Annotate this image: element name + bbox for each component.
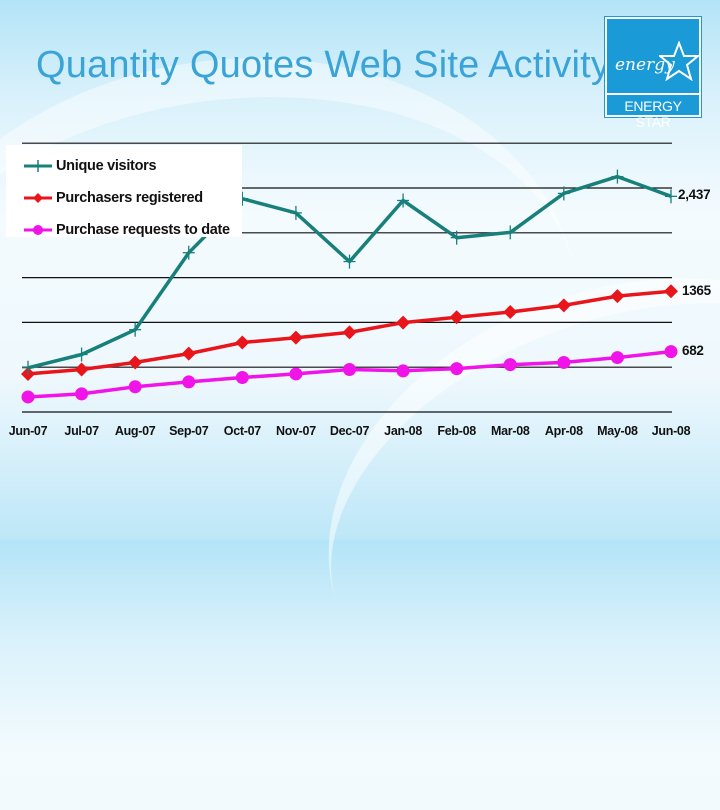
x-axis-label: May-08 (597, 424, 638, 438)
x-axis-label: Oct-07 (223, 424, 261, 438)
plus-icon (24, 160, 52, 172)
diamond-marker (342, 325, 357, 340)
x-axis-label: Jan-08 (384, 424, 422, 438)
x-axis-label: Nov-07 (275, 424, 316, 438)
legend-panel (6, 145, 242, 237)
x-axis-label: Apr-08 (544, 424, 583, 438)
circle-marker (396, 364, 410, 378)
x-axis-label: Jun-07 (8, 424, 48, 438)
star-icon (659, 41, 699, 81)
diamond-marker (288, 330, 303, 345)
x-axis-label: Sep-07 (169, 424, 209, 438)
diamond-marker (503, 305, 518, 319)
circle-marker (235, 370, 249, 384)
circle-marker (343, 363, 356, 377)
diamond-marker (235, 335, 250, 350)
line-chart (21, 142, 678, 413)
circle-marker (610, 351, 624, 365)
circle-marker (557, 355, 571, 369)
circle-icon (24, 225, 52, 235)
diamond-marker (664, 284, 678, 299)
diamond-icon (24, 193, 52, 203)
chart-legend: Unique visitors Purchasers registered Pu… (22, 150, 230, 246)
logo-script-text: energy (615, 55, 675, 75)
circle-marker (128, 380, 142, 394)
slide-title: Quantity Quotes Web Site Activity (36, 44, 611, 86)
legend-item-purchasers-registered: Purchasers registered (22, 182, 230, 214)
circle-marker (182, 375, 196, 389)
x-axis-label: Mar-08 (491, 424, 530, 438)
diamond-marker (610, 289, 625, 304)
circle-marker (503, 358, 517, 372)
diamond-marker (396, 315, 411, 330)
circle-marker (450, 362, 464, 376)
diamond-marker (128, 355, 143, 370)
energy-star-logo: energy ENERGY STAR (605, 17, 701, 130)
diamond-marker (74, 362, 89, 377)
x-axis-label: Dec-07 (329, 424, 370, 438)
circle-marker (289, 367, 303, 381)
x-axis-label: Feb-08 (437, 424, 476, 438)
circle-marker (21, 390, 35, 404)
legend-item-unique-visitors: Unique visitors (22, 150, 230, 182)
logo-band-text: ENERGY STAR (607, 93, 699, 130)
x-axis-labels: Jun-07 Jul-07 Aug-07 Sep-07 Oct-07 Nov-07 Dec-… (0, 424, 720, 442)
diamond-marker (449, 310, 464, 325)
x-axis-label: Jul-07 (64, 424, 99, 438)
diamond-marker (556, 298, 571, 313)
x-axis-label: Aug-07 (114, 424, 156, 438)
circle-marker (75, 387, 89, 401)
circle-marker (664, 345, 678, 359)
legend-item-purchase-requests: Purchase requests to date (22, 214, 230, 246)
end-label-unique-visitors: 2,437 (678, 187, 711, 202)
end-label-purchase-requests: 682 (682, 343, 704, 358)
diamond-marker (181, 346, 196, 361)
end-label-purchasers-registered: 1365 (682, 283, 711, 298)
x-axis-label: Jun-08 (651, 424, 691, 438)
